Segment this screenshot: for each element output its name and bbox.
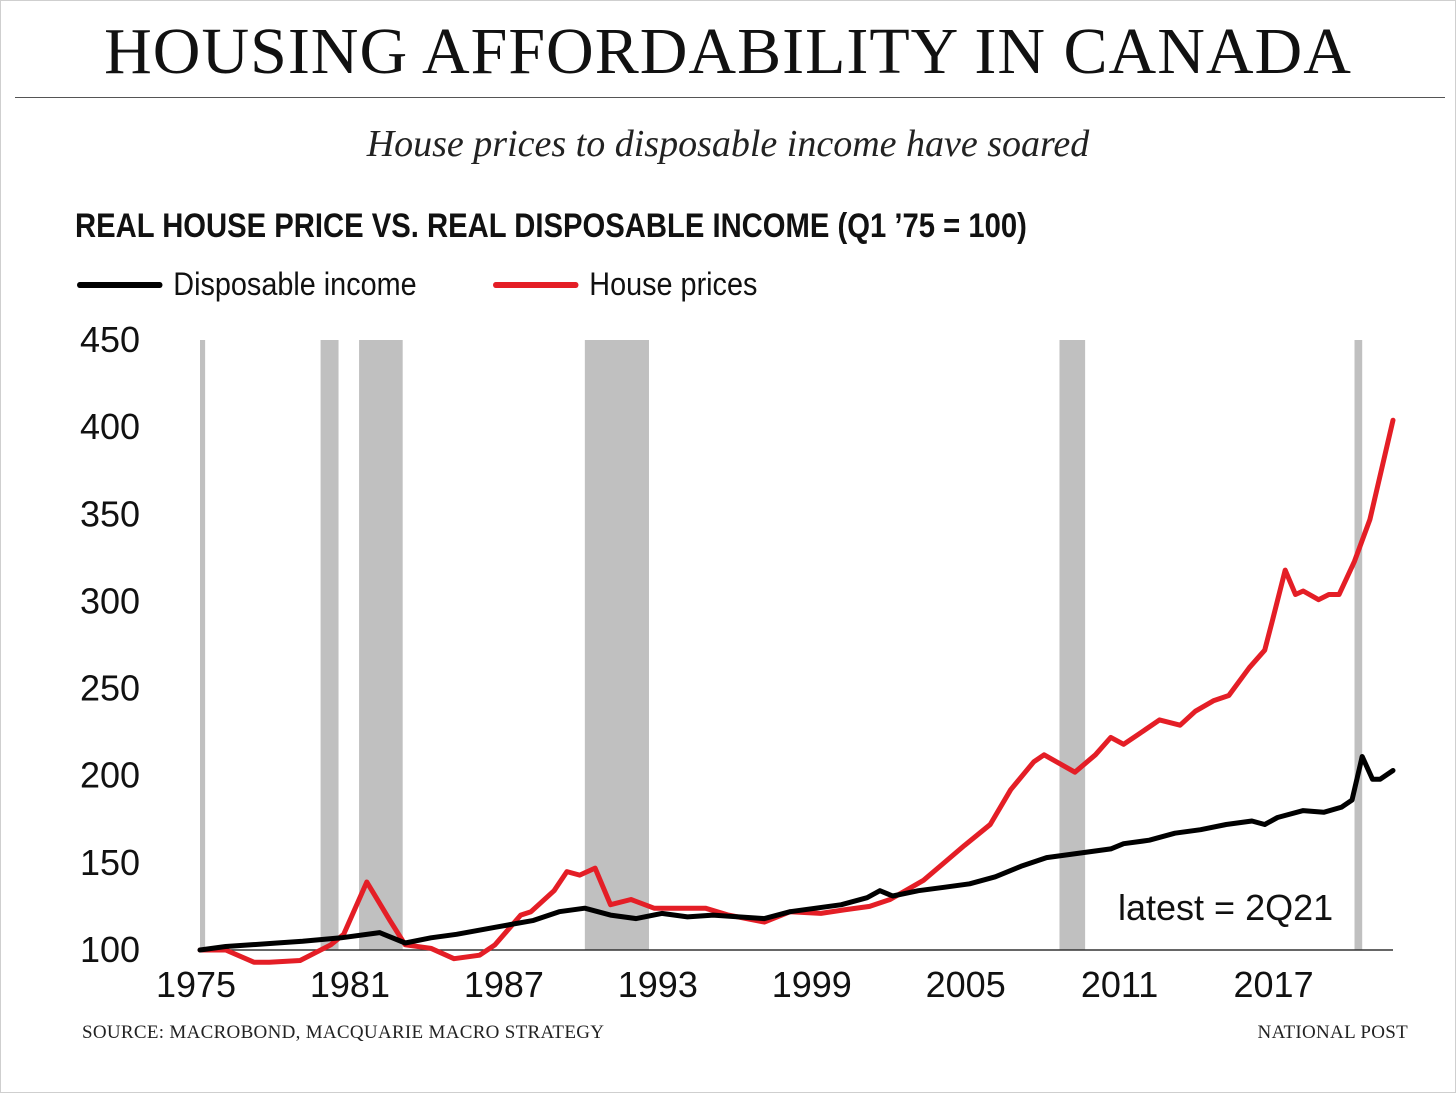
x-tick-label: 2011 bbox=[1081, 964, 1158, 1005]
legend-item-house-prices: House prices bbox=[493, 266, 757, 303]
chart-heading: REAL HOUSE PRICE VS. REAL DISPOSABLE INC… bbox=[75, 207, 1027, 245]
recession-band bbox=[584, 340, 649, 950]
y-tick-label: 350 bbox=[80, 493, 140, 534]
chart-subtitle: House prices to disposable income have s… bbox=[366, 123, 1090, 165]
legend-swatch-red bbox=[493, 281, 579, 288]
legend-item-disposable-income: Disposable income bbox=[77, 266, 417, 303]
chart-title: HOUSING AFFORDABILITY IN CANADA bbox=[104, 15, 1352, 88]
source-note: SOURCE: MACROBOND, MACQUARIE MACRO STRAT… bbox=[82, 1022, 605, 1043]
x-tick-label: 2017 bbox=[1234, 964, 1314, 1005]
y-tick-label: 450 bbox=[80, 319, 140, 360]
recession-band bbox=[320, 340, 339, 950]
y-tick-label: 150 bbox=[80, 842, 140, 883]
x-tick-label: 1993 bbox=[618, 964, 698, 1005]
y-tick-label: 200 bbox=[80, 755, 140, 796]
recession-band bbox=[200, 340, 206, 950]
legend-label: Disposable income bbox=[173, 266, 417, 302]
x-tick-label: 1981 bbox=[310, 964, 390, 1005]
x-tick-label: 2005 bbox=[926, 964, 1006, 1005]
y-tick-label: 400 bbox=[80, 406, 140, 447]
series-line-house-prices bbox=[197, 417, 1396, 965]
y-tick-label: 100 bbox=[80, 929, 140, 970]
legend-label: House prices bbox=[589, 266, 758, 302]
recession-band bbox=[1354, 340, 1363, 950]
y-tick-label: 250 bbox=[80, 668, 140, 709]
publisher-credit: NATIONAL POST bbox=[1257, 1022, 1408, 1043]
x-tick-label: 1975 bbox=[156, 964, 236, 1005]
legend-swatch-black bbox=[77, 281, 163, 288]
annotation-latest: latest = 2Q21 bbox=[1118, 887, 1333, 928]
recession-band bbox=[1059, 340, 1086, 950]
x-tick-label: 1987 bbox=[464, 964, 544, 1005]
recession-band bbox=[359, 340, 403, 950]
series-line-disposable-income bbox=[197, 754, 1396, 953]
x-tick-label: 1999 bbox=[772, 964, 852, 1005]
title-divider bbox=[15, 97, 1445, 98]
y-tick-label: 300 bbox=[80, 580, 140, 621]
